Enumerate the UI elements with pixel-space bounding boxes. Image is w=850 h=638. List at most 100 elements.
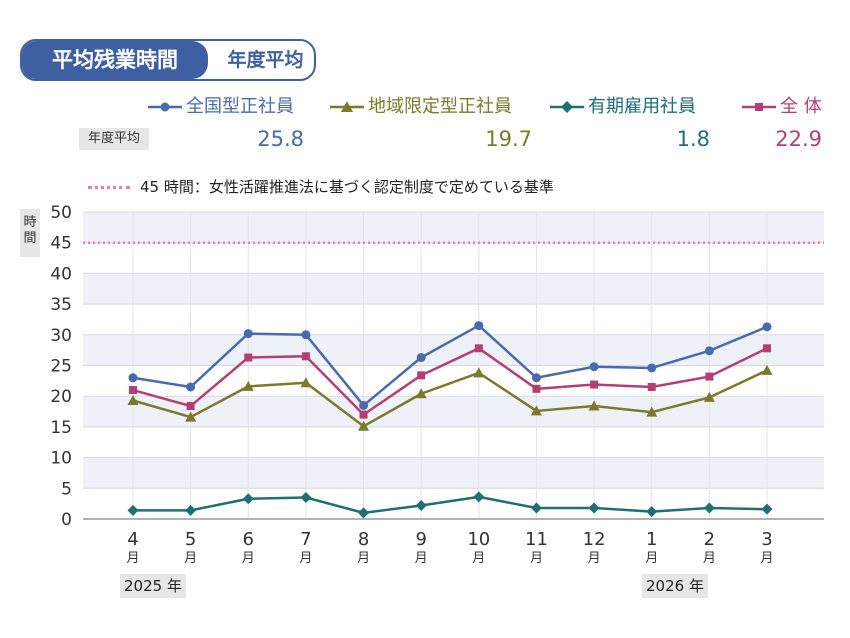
y-tick-label: 10 [50, 449, 72, 469]
x-tick-suffix: 月 [703, 551, 716, 566]
data-point [474, 344, 483, 353]
data-point [242, 380, 254, 391]
y-axis-unit: 時間 [20, 209, 40, 257]
data-point [646, 506, 658, 518]
x-tick-suffix: 月 [760, 551, 773, 566]
chart-subtitle: 年度平均 [227, 49, 304, 71]
data-point [473, 367, 485, 378]
y-tick-label: 5 [61, 479, 72, 499]
series-line-1 [132, 324, 768, 407]
average-row-label: 年度平均 [79, 128, 149, 150]
data-point [474, 321, 484, 331]
grid-band [83, 212, 824, 243]
legend-label-series-1: 全国型正社員 [186, 96, 294, 117]
x-tick-suffix: 月 [126, 551, 139, 566]
series-line-2 [132, 369, 768, 428]
data-point [415, 388, 427, 399]
data-point [301, 330, 311, 340]
data-point [185, 504, 197, 516]
data-point [242, 493, 254, 505]
x-tick-suffix: 月 [242, 551, 255, 566]
x-tick-label: 1 [646, 529, 657, 550]
reference-line-label: 45 時間：女性活躍推進法に基づく認定制度で定めている基準 [140, 178, 554, 196]
x-tick-suffix: 月 [472, 551, 485, 566]
data-point [588, 502, 600, 514]
data-point [530, 405, 542, 416]
data-point [590, 380, 599, 389]
data-point [128, 373, 138, 383]
y-tick-label: 50 [50, 203, 72, 223]
y-tick-label: 25 [50, 357, 72, 377]
data-point [186, 382, 196, 392]
data-point [703, 391, 715, 402]
data-point [705, 372, 714, 381]
reference-dotted-line-icon [88, 186, 130, 189]
data-point [185, 411, 197, 422]
data-point [127, 504, 139, 516]
legend-square-marker-icon [742, 103, 776, 111]
x-tick-suffix: 月 [299, 551, 312, 566]
data-point [359, 400, 369, 410]
data-point [589, 362, 599, 372]
data-point [186, 402, 195, 411]
data-point [647, 363, 657, 373]
x-tick-label: 12 [583, 529, 606, 550]
data-point [300, 377, 312, 388]
legend-diamond-marker-icon [550, 101, 584, 113]
data-point [473, 491, 485, 503]
data-point [301, 352, 310, 361]
data-point [532, 384, 541, 393]
data-point [244, 353, 253, 362]
x-tick-suffix: 月 [415, 551, 428, 566]
x-tick-suffix: 月 [530, 551, 543, 566]
y-tick-label: 0 [61, 510, 72, 530]
year-label-end: 2026 年 [642, 574, 708, 598]
data-point [761, 364, 773, 375]
average-value-series-3: 1.8 [676, 127, 710, 151]
legend-label-series-3: 有期雇用社員 [588, 96, 696, 117]
average-value-series-4: 22.9 [775, 127, 822, 151]
data-point [762, 322, 772, 332]
legend-circle-marker-icon [148, 102, 182, 112]
series-line-3 [133, 495, 768, 515]
data-point [588, 400, 600, 411]
x-tick-suffix: 月 [357, 551, 370, 566]
data-point [417, 371, 426, 380]
x-tick-label: 7 [300, 529, 311, 550]
x-tick-label: 8 [358, 529, 369, 550]
data-point [647, 382, 656, 391]
series-line-4 [132, 347, 768, 416]
data-point [761, 503, 773, 515]
data-point [646, 406, 658, 417]
year-label-start: 2025 年 [120, 574, 186, 598]
x-tick-label: 6 [243, 529, 254, 550]
grid-band [83, 457, 824, 489]
data-point [358, 420, 370, 431]
data-point [129, 386, 137, 395]
legend-label-series-4: 全 体 [780, 96, 822, 117]
grid-band [83, 396, 824, 427]
data-point [127, 394, 139, 405]
data-point [763, 344, 771, 353]
x-tick-label: 11 [525, 529, 548, 550]
y-tick-label: 30 [50, 326, 72, 346]
chart-title: 平均残業時間 [22, 41, 208, 79]
data-point [703, 502, 715, 514]
data-point [704, 346, 714, 356]
data-point [530, 502, 542, 514]
average-value-series-1: 25.8 [257, 127, 304, 151]
x-tick-suffix: 月 [184, 551, 197, 566]
x-tick-label: 4 [127, 529, 138, 550]
y-tick-label: 15 [50, 418, 72, 438]
y-tick-label: 20 [50, 387, 72, 407]
x-tick-suffix: 月 [588, 551, 601, 566]
data-point [531, 373, 541, 383]
y-tick-label: 35 [50, 295, 72, 315]
average-value-series-2: 19.7 [485, 127, 532, 151]
data-point [416, 353, 426, 363]
x-tick-label: 5 [185, 529, 196, 550]
y-tick-label: 45 [50, 234, 72, 254]
data-point [358, 507, 370, 519]
x-tick-label: 2 [704, 529, 715, 550]
